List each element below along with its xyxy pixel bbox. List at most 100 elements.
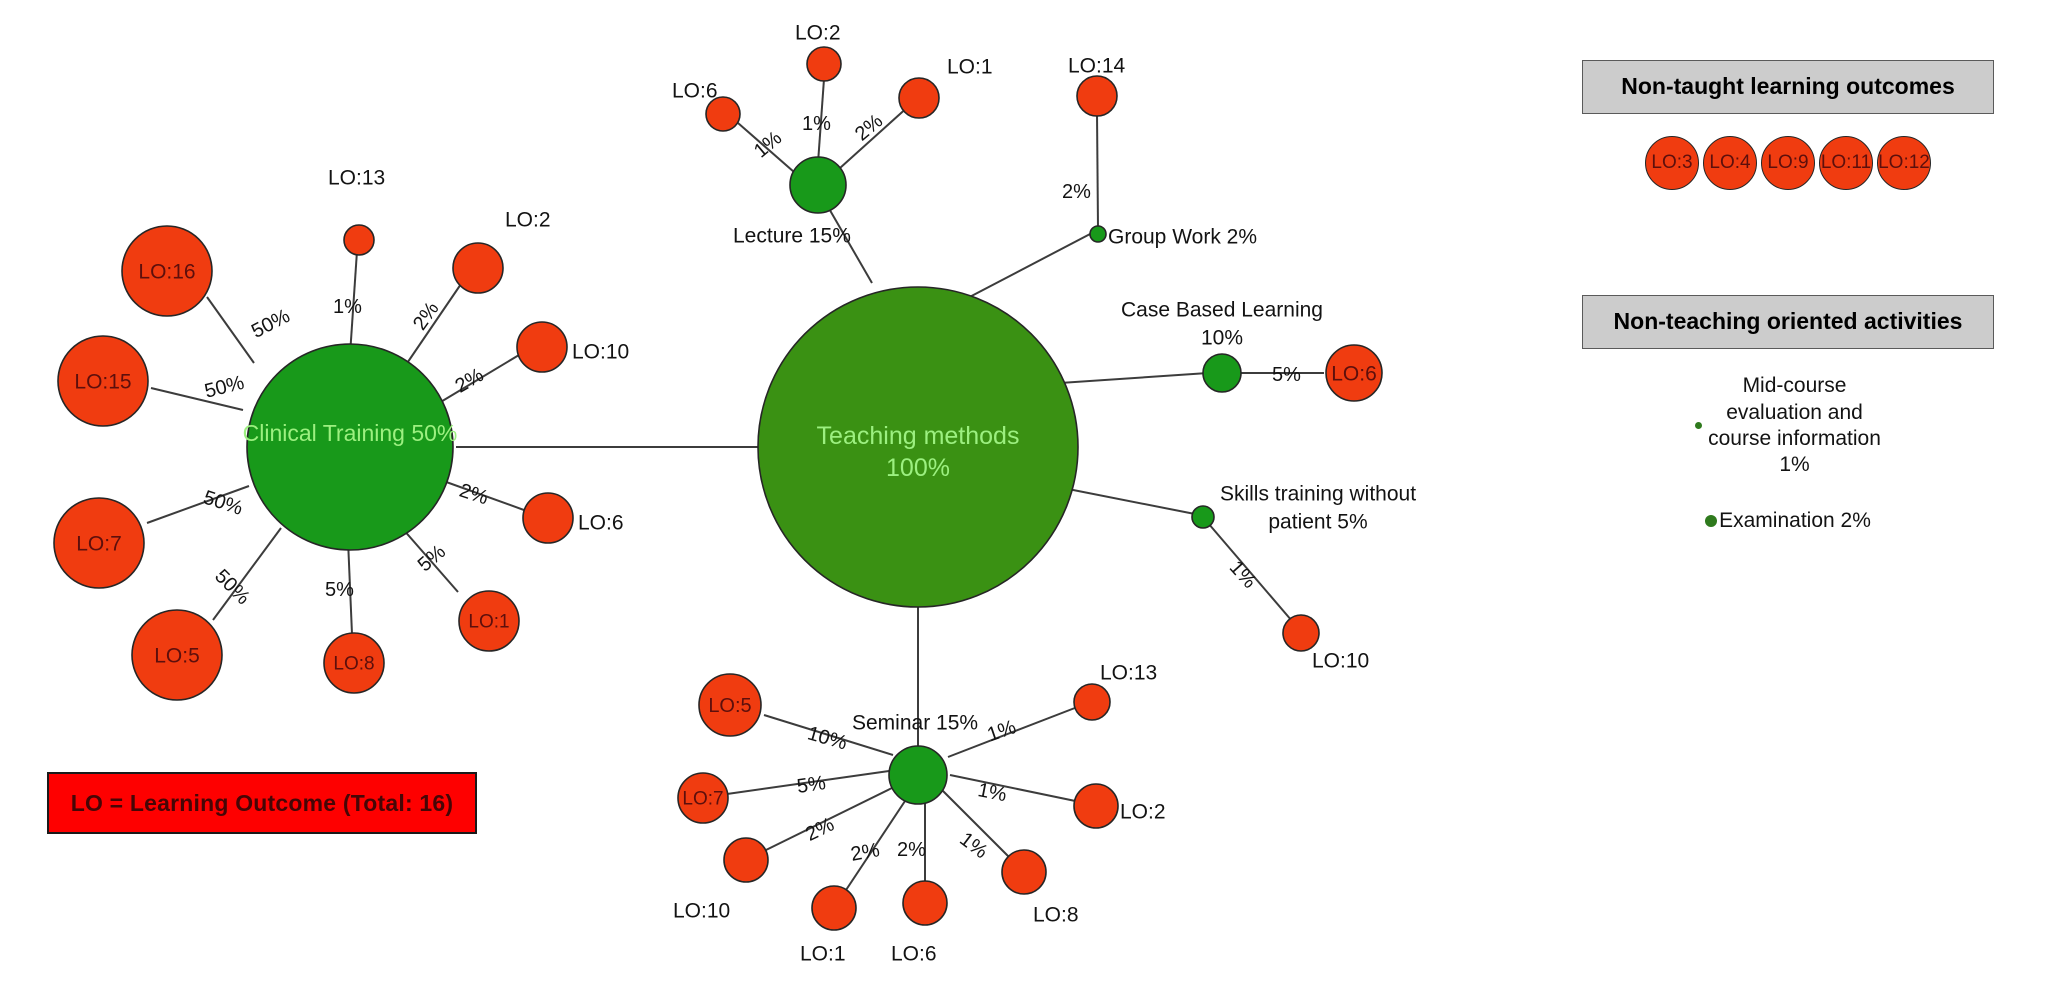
node-lecture[interactable]: Lecture 15% bbox=[733, 156, 851, 248]
node-lec-lo6[interactable]: LO:6 bbox=[672, 80, 741, 132]
node-label-ct-lo13: LO:13 bbox=[328, 167, 385, 190]
weight-sem-lo7: 5% bbox=[795, 772, 827, 798]
node-ct-lo15[interactable]: LO:15 bbox=[57, 335, 149, 427]
node-circle-ct-lo10[interactable] bbox=[516, 321, 568, 373]
node-circle-sk-lo10[interactable] bbox=[1282, 614, 1320, 652]
legend-bubble-lo4[interactable]: LO:4 bbox=[1703, 136, 1757, 191]
node-ct-lo13[interactable]: LO:13 bbox=[328, 167, 385, 256]
node-label-sem-lo10: LO:10 bbox=[673, 900, 730, 923]
node-cbl-lo6[interactable]: LO:6 bbox=[1325, 344, 1383, 402]
node-circle-teaching-methods[interactable] bbox=[757, 286, 1079, 608]
node-seminar[interactable]: Seminar 15% bbox=[852, 712, 978, 805]
weight-gw-lo14: 2% bbox=[1062, 181, 1091, 203]
node-circle-ct-lo6[interactable] bbox=[522, 492, 574, 544]
node-ct-lo7[interactable]: LO:7 bbox=[53, 497, 145, 589]
node-label-clinical-training: Clinical Training 50% bbox=[243, 420, 458, 446]
node-circle-sem-lo10[interactable] bbox=[723, 837, 769, 883]
node-label-sem-lo5: LO:5 bbox=[708, 695, 751, 717]
node-circle-ct-lo15[interactable] bbox=[57, 335, 149, 427]
node-circle-sem-lo6[interactable] bbox=[902, 880, 948, 926]
node-circle-lec-lo2[interactable] bbox=[806, 46, 842, 82]
node-circle-sem-lo1[interactable] bbox=[811, 885, 857, 931]
edge-root-groupwork bbox=[959, 232, 1093, 303]
node-sem-lo1[interactable]: LO:1 bbox=[800, 885, 857, 966]
node-sk-lo10[interactable]: LO:10 bbox=[1282, 614, 1369, 673]
node-label-sem-lo7: LO:7 bbox=[682, 789, 723, 810]
node-circle-sem-lo8[interactable] bbox=[1001, 849, 1047, 895]
node-sem-lo10[interactable]: LO:10 bbox=[673, 837, 769, 923]
node-circle-seminar[interactable] bbox=[888, 745, 948, 805]
node-label-group-work: Group Work 2% bbox=[1108, 226, 1257, 249]
node-label-sk-lo10: LO:10 bbox=[1312, 650, 1369, 673]
node-circle-clinical-training[interactable] bbox=[246, 343, 454, 551]
node-ct-lo1[interactable]: LO:1 bbox=[458, 590, 520, 652]
node-sem-lo6[interactable]: LO:6 bbox=[891, 880, 948, 966]
node-circle-ct-lo13[interactable] bbox=[343, 224, 375, 256]
node-circle-sem-lo2[interactable] bbox=[1073, 783, 1119, 829]
legend-bubble-lo12[interactable]: LO:12 bbox=[1877, 136, 1931, 191]
edge-clinical-lo7 bbox=[146, 485, 250, 524]
weight-sem-lo2: 1% bbox=[976, 779, 1009, 806]
node-circle-case-based-learning[interactable] bbox=[1202, 353, 1242, 393]
node-label-lec-lo1: LO:1 bbox=[947, 56, 993, 79]
legend-bubble-lo9[interactable]: LO:9 bbox=[1761, 136, 1815, 191]
node-circle-ct-lo5[interactable] bbox=[131, 609, 223, 701]
node-lec-lo2[interactable]: LO:2 bbox=[795, 22, 842, 82]
legend-activity-midcourse[interactable]: Mid-course evaluation and course informa… bbox=[1582, 373, 1994, 478]
node-circle-ct-lo2[interactable] bbox=[452, 242, 504, 294]
node-clinical-training[interactable]: Clinical Training 50% bbox=[243, 343, 458, 551]
node-circle-sem-lo7[interactable] bbox=[677, 772, 729, 824]
weight-ct-lo8: 5% bbox=[325, 579, 354, 601]
node-lec-lo1[interactable]: LO:1 bbox=[898, 56, 993, 119]
node-sem-lo2[interactable]: LO:2 bbox=[1073, 783, 1166, 829]
weight-ct-lo1: 5% bbox=[414, 541, 450, 577]
node-circle-ct-lo7[interactable] bbox=[53, 497, 145, 589]
legend-activity-examination[interactable]: Examination 2% bbox=[1582, 508, 1994, 534]
edge-clinical-lo15 bbox=[150, 387, 244, 411]
edge-clinical-lo8 bbox=[347, 539, 353, 635]
node-circle-cbl-lo6[interactable] bbox=[1325, 344, 1383, 402]
node-ct-lo2[interactable]: LO:2 bbox=[452, 209, 551, 294]
node-circle-sem-lo13[interactable] bbox=[1073, 683, 1111, 721]
node-sem-lo13[interactable]: LO:13 bbox=[1073, 662, 1157, 721]
edge-root-skills bbox=[1057, 486, 1201, 516]
node-ct-lo16[interactable]: LO:16 bbox=[121, 225, 213, 317]
node-sem-lo8[interactable]: LO:8 bbox=[1001, 849, 1079, 927]
node-case-based-learning[interactable]: Case Based Learning 10% bbox=[1121, 299, 1323, 393]
node-circle-lec-lo6[interactable] bbox=[705, 96, 741, 132]
node-circle-lecture[interactable] bbox=[789, 156, 847, 214]
node-circle-sem-lo5[interactable] bbox=[698, 673, 762, 737]
edge-lecture-lo6 bbox=[729, 115, 795, 173]
node-skills-training[interactable]: Skills training without patient 5% bbox=[1191, 483, 1416, 534]
node-circle-ct-lo8[interactable] bbox=[323, 632, 385, 694]
node-gw-lo14[interactable]: LO:14 bbox=[1068, 55, 1126, 117]
node-label-sem-lo6: LO:6 bbox=[891, 943, 937, 966]
node-group-work[interactable]: Group Work 2% bbox=[1089, 225, 1257, 249]
edge-seminar-lo5 bbox=[763, 714, 894, 756]
weight-lec-lo2: 1% bbox=[802, 113, 831, 135]
node-circle-group-work[interactable] bbox=[1089, 225, 1107, 243]
node-sem-lo7[interactable]: LO:7 bbox=[677, 772, 729, 824]
legend-bubble-lo3[interactable]: LO:3 bbox=[1645, 136, 1699, 191]
legend-bubble-lo11[interactable]: LO:11 bbox=[1819, 136, 1873, 191]
node-circle-lec-lo1[interactable] bbox=[898, 77, 940, 119]
node-label-seminar: Seminar 15% bbox=[852, 712, 978, 735]
legend-activity-examination-text: Examination 2% bbox=[1719, 509, 1871, 533]
node-circle-skills-training[interactable] bbox=[1191, 505, 1215, 529]
node-ct-lo5[interactable]: LO:5 bbox=[131, 609, 223, 701]
edge-clinical-lo13 bbox=[349, 250, 358, 356]
edge-seminar-lo8 bbox=[940, 788, 1013, 861]
node-ct-lo10[interactable]: LO:10 bbox=[516, 321, 629, 373]
edge-seminar-lo2 bbox=[949, 774, 1086, 804]
node-sem-lo5[interactable]: LO:5 bbox=[698, 673, 762, 737]
node-circle-ct-lo16[interactable] bbox=[121, 225, 213, 317]
node-circle-gw-lo14[interactable] bbox=[1076, 75, 1118, 117]
cluster-clinical-training-leaves: LO:16 LO:15 LO:7 LO:5 LO:8 LO:1 bbox=[53, 167, 629, 701]
node-teaching-methods[interactable]: Teaching methods 100% bbox=[757, 286, 1079, 608]
node-label-ct-lo8: LO:8 bbox=[333, 654, 374, 675]
weight-ct-lo15: 50% bbox=[202, 372, 246, 403]
node-circle-ct-lo1[interactable] bbox=[458, 590, 520, 652]
node-ct-lo8[interactable]: LO:8 bbox=[323, 632, 385, 694]
node-ct-lo6[interactable]: LO:6 bbox=[522, 492, 624, 544]
midcourse-line4: 1% bbox=[1779, 453, 1810, 477]
